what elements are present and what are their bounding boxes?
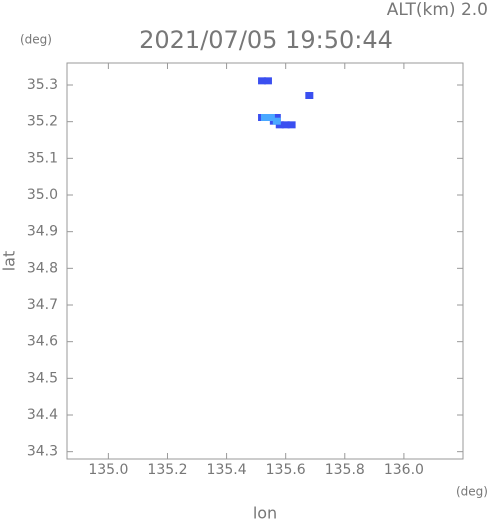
echo-point xyxy=(272,114,281,121)
x-tick-label: 135.8 xyxy=(325,462,365,478)
x-unit: (deg) xyxy=(456,485,488,499)
echo-point xyxy=(261,114,269,121)
echo-point xyxy=(275,121,284,129)
echo-point xyxy=(272,117,281,125)
y-tick-label: 34.5 xyxy=(27,370,58,386)
echo-point xyxy=(281,121,290,129)
y-tick-label: 35.3 xyxy=(27,77,58,93)
y-tick-label: 35.1 xyxy=(27,150,58,166)
y-tick-label: 34.9 xyxy=(27,224,58,240)
y-tick-label: 34.7 xyxy=(27,297,58,313)
y-tick-label: 34.4 xyxy=(27,407,58,423)
echo-point xyxy=(287,121,296,129)
echo-point xyxy=(258,77,267,85)
y-tick-label: 34.3 xyxy=(27,444,58,460)
x-tick-label: 135.2 xyxy=(147,462,187,478)
y-tick-label: 34.8 xyxy=(27,260,58,276)
y-axis-label: lat xyxy=(0,251,19,272)
x-tick-label: 135.4 xyxy=(207,462,247,478)
y-tick-label: 34.6 xyxy=(27,334,58,350)
y-tick-label: 35.0 xyxy=(27,187,58,203)
plot-frame xyxy=(66,62,464,460)
x-tick-label: 136.0 xyxy=(384,462,424,478)
y-unit: (deg) xyxy=(20,33,52,47)
echo-point xyxy=(263,77,272,85)
echo-point xyxy=(266,114,275,121)
x-tick-label: 135.6 xyxy=(266,462,306,478)
altitude-label: ALT(km) 2.0 xyxy=(387,0,488,20)
x-axis-label: lon xyxy=(253,504,277,522)
x-tick-label: 135.0 xyxy=(88,462,128,478)
echo-point xyxy=(305,92,314,99)
chart-title: 2021/07/05 19:50:44 xyxy=(139,26,393,54)
y-tick-label: 35.2 xyxy=(27,114,58,130)
